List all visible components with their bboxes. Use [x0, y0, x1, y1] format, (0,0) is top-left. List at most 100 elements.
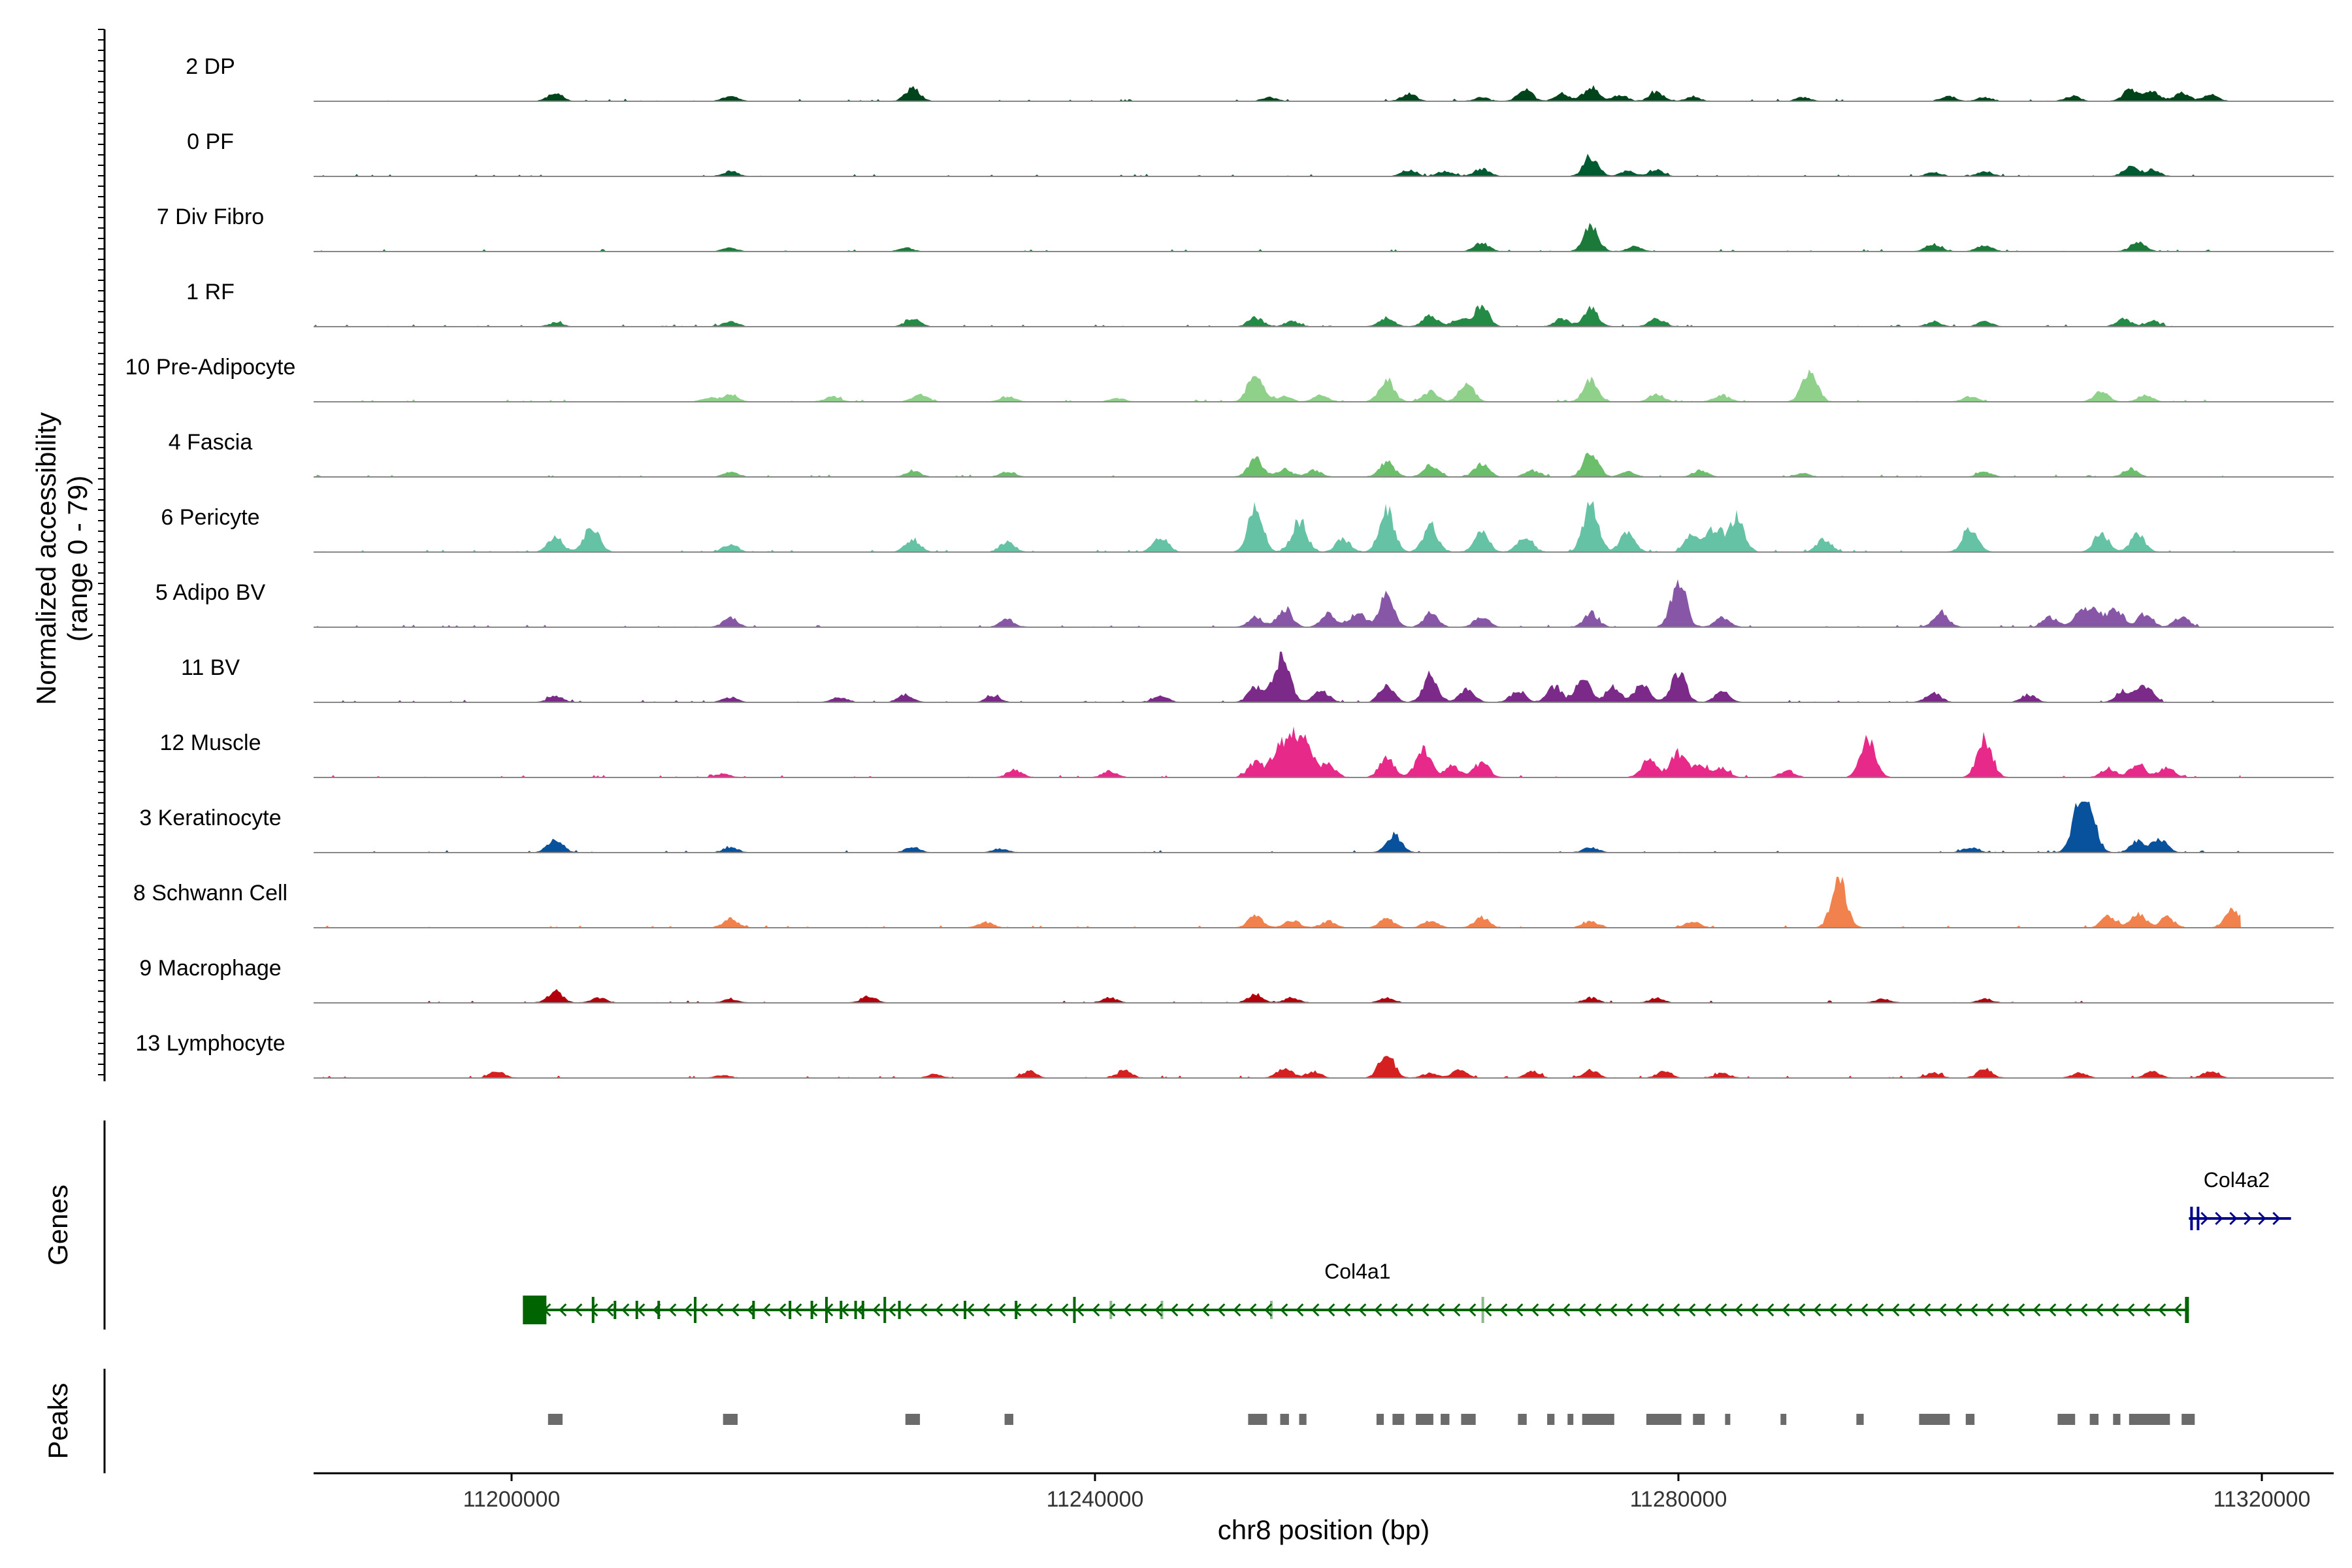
strand-arrow: [1249, 1303, 1257, 1317]
strand-arrow: [2033, 1303, 2041, 1317]
strand-arrow: [1985, 1303, 1994, 1317]
peak-region: [1461, 1414, 1476, 1425]
strand-arrow: [1923, 1303, 1931, 1317]
coverage-area: [314, 304, 2241, 327]
strand-arrow: [1688, 1303, 1696, 1317]
strand-arrow: [1782, 1303, 1790, 1317]
track-8-schwann-cell: 8 Schwann Cell: [133, 877, 2334, 928]
exon: [2190, 1207, 2193, 1230]
strand-arrow: [1907, 1303, 1916, 1317]
strand-arrow: [2111, 1303, 2119, 1317]
strand-arrow: [1076, 1303, 1085, 1317]
exon: [1269, 1301, 1273, 1319]
strand-arrow: [1170, 1303, 1179, 1317]
strand-arrow: [1186, 1303, 1194, 1317]
track-5-adipo-bv: 5 Adipo BV: [155, 579, 2334, 628]
exon: [1073, 1297, 1076, 1323]
strand-arrow: [2017, 1303, 2025, 1317]
coverage-area: [314, 579, 2241, 627]
strand-arrow: [1201, 1303, 1210, 1317]
coverage-area: [314, 802, 2241, 853]
coverage-area: [314, 988, 2241, 1003]
strand-arrow: [637, 1303, 645, 1317]
strand-arrow: [1421, 1303, 1429, 1317]
peak-region: [2113, 1414, 2121, 1425]
strand-arrow: [1891, 1303, 1900, 1317]
coverage-area: [314, 877, 2241, 928]
peak-region: [1965, 1414, 1975, 1425]
strand-arrow: [1311, 1303, 1320, 1317]
exon: [840, 1301, 843, 1319]
strand-arrow: [1060, 1303, 1069, 1317]
strand-arrow: [2048, 1303, 2057, 1317]
peak-region: [2181, 1414, 2195, 1425]
strand-arrow: [1829, 1303, 1837, 1317]
peak-region: [2057, 1414, 2076, 1425]
strand-arrow: [1515, 1303, 1524, 1317]
track-10-pre-adipocyte: 10 Pre-Adipocyte: [125, 355, 2334, 402]
strand-arrow: [935, 1303, 943, 1317]
peak-regions: [547, 1414, 2195, 1425]
strand-arrow: [1233, 1303, 1241, 1317]
strand-arrow: [1452, 1303, 1461, 1317]
peaks-panel-label: Peaks: [42, 1383, 73, 1460]
peak-region: [723, 1414, 738, 1425]
coverage-area: [314, 452, 2241, 477]
strand-arrow: [2258, 1211, 2266, 1226]
track-label: 6 Pericyte: [161, 505, 259, 530]
exon: [591, 1297, 595, 1323]
peak-region: [1299, 1414, 1307, 1425]
strand-arrow: [998, 1303, 1006, 1317]
strand-arrow: [951, 1303, 959, 1317]
peak-region: [1248, 1414, 1267, 1425]
x-tick-label: 11200000: [463, 1487, 561, 1512]
gene-models: Col4a1 Col4a2: [523, 1168, 2291, 1324]
track-label: 13 Lymphocyte: [135, 1031, 285, 1056]
strand-arrow: [1343, 1303, 1351, 1317]
coverage-area: [314, 1056, 2241, 1078]
strand-arrow: [1860, 1303, 1869, 1317]
peak-region: [1416, 1414, 1433, 1425]
strand-arrow: [1656, 1303, 1665, 1317]
strand-arrow: [1750, 1303, 1759, 1317]
strand-arrow: [2244, 1211, 2252, 1226]
strand-arrow: [2215, 1211, 2223, 1226]
strand-arrow: [2174, 1303, 2182, 1317]
strand-arrow: [1029, 1303, 1037, 1317]
track-label: 8 Schwann Cell: [133, 881, 287, 906]
exon: [523, 1296, 547, 1324]
exon: [657, 1301, 661, 1319]
genes-panel-label: Genes: [42, 1184, 73, 1266]
strand-arrow: [2064, 1303, 2072, 1317]
peak-region: [1693, 1414, 1705, 1425]
exon: [694, 1297, 697, 1323]
strand-arrow: [1437, 1303, 1445, 1317]
strand-arrow: [1531, 1303, 1539, 1317]
track-6-pericyte: 6 Pericyte: [161, 501, 2334, 553]
track-4-fascia: 4 Fascia: [169, 430, 2334, 478]
coverage-area: [314, 223, 2241, 252]
strand-arrow: [1562, 1303, 1571, 1317]
strand-arrow: [2127, 1303, 2135, 1317]
strand-arrow: [1703, 1303, 1712, 1317]
y-axis-label: Normalized accessibility: [31, 412, 61, 705]
exon: [861, 1301, 864, 1319]
strand-arrow: [1374, 1303, 1382, 1317]
strand-arrow: [2001, 1303, 2010, 1317]
strand-arrow: [794, 1303, 802, 1317]
peak-region: [1725, 1414, 1731, 1425]
strand-arrow: [904, 1303, 912, 1317]
exon: [752, 1301, 755, 1319]
peak-region: [905, 1414, 921, 1425]
x-tick-label: 11280000: [1630, 1487, 1727, 1512]
track-label: 4 Fascia: [169, 430, 253, 455]
strand-arrow: [731, 1303, 740, 1317]
track-label: 7 Div Fibro: [157, 204, 264, 229]
track-label: 11 BV: [181, 655, 240, 680]
peak-region: [1392, 1414, 1405, 1425]
strand-arrow: [1296, 1303, 1304, 1317]
track-13-lymphocyte: 13 Lymphocyte: [135, 1031, 2334, 1079]
strand-arrow: [621, 1303, 630, 1317]
strand-arrow: [1735, 1303, 1743, 1317]
